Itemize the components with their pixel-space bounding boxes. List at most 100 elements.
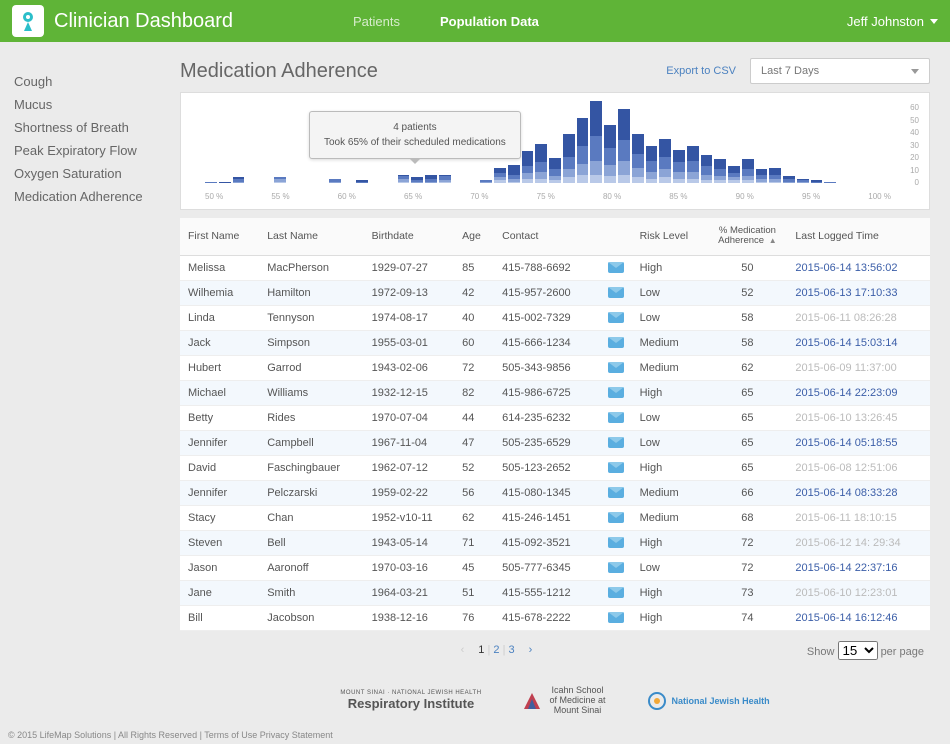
table-header[interactable]: Last Name: [259, 218, 363, 255]
chart-bars: [205, 101, 891, 183]
chart-bar[interactable]: [701, 155, 713, 183]
table-row[interactable]: MichaelWilliams1932-12-1582415-986-6725H…: [180, 380, 930, 405]
mail-icon[interactable]: [608, 437, 624, 448]
table-header[interactable]: Risk Level: [632, 218, 708, 255]
chart-bar[interactable]: [563, 134, 575, 183]
table-row[interactable]: DavidFaschingbauer1962-07-1252505-123-26…: [180, 455, 930, 480]
page-title: Medication Adherence: [180, 60, 666, 83]
table-row[interactable]: MelissaMacPherson1929-07-2785415-788-669…: [180, 255, 930, 280]
privacy-link[interactable]: Privacy Statement: [260, 730, 333, 740]
chart-bar[interactable]: [549, 158, 561, 183]
chart-bar[interactable]: [411, 177, 423, 183]
mail-icon[interactable]: [608, 387, 624, 398]
chart-bar[interactable]: [824, 182, 836, 183]
chart-bar[interactable]: [398, 175, 410, 183]
mail-icon[interactable]: [608, 412, 624, 423]
sidebar-item[interactable]: Shortness of Breath: [14, 116, 166, 139]
mail-icon[interactable]: [608, 612, 624, 623]
chart-bar[interactable]: [329, 179, 341, 183]
chart-bar[interactable]: [205, 182, 217, 183]
mail-icon[interactable]: [608, 537, 624, 548]
pager: ‹ 1 | 2 | 3 ›: [186, 644, 807, 656]
mail-icon[interactable]: [608, 512, 624, 523]
table-row[interactable]: BillJacobson1938-12-1676415-678-2222High…: [180, 605, 930, 630]
sidebar-item[interactable]: Cough: [14, 70, 166, 93]
chart-bar[interactable]: [494, 168, 506, 183]
table-header[interactable]: [594, 218, 632, 255]
chart-bar[interactable]: [219, 182, 231, 183]
nav-population-data[interactable]: Population Data: [440, 14, 539, 29]
table-header[interactable]: Contact: [494, 218, 593, 255]
chart-bar[interactable]: [480, 180, 492, 183]
chart-bar[interactable]: [687, 146, 699, 183]
pager-prev[interactable]: ‹: [461, 644, 465, 656]
chart-bar[interactable]: [756, 169, 768, 183]
table-header[interactable]: Last Logged Time: [787, 218, 930, 255]
mail-icon[interactable]: [608, 562, 624, 573]
mail-icon[interactable]: [608, 287, 624, 298]
chart-tooltip: 4 patients Took 65% of their scheduled m…: [309, 111, 521, 159]
mail-icon[interactable]: [608, 487, 624, 498]
pager-next[interactable]: ›: [529, 644, 533, 656]
export-csv-link[interactable]: Export to CSV: [666, 65, 736, 77]
chart-bar[interactable]: [769, 168, 781, 183]
table-row[interactable]: JaneSmith1964-03-2151415-555-1212High732…: [180, 580, 930, 605]
chart-card: 6050403020100 50 %55 %60 %65 %70 %75 %80…: [180, 92, 930, 210]
table-row[interactable]: JasonAaronoff1970-03-1645505-777-6345Low…: [180, 555, 930, 580]
chart-bar[interactable]: [590, 101, 602, 183]
chart-bar[interactable]: [577, 118, 589, 183]
period-select[interactable]: Last 7 Days: [750, 58, 930, 84]
chart-y-axis: 6050403020100: [910, 103, 919, 187]
table-row[interactable]: LindaTennyson1974-08-1740415-002-7329Low…: [180, 305, 930, 330]
chart-bar[interactable]: [439, 175, 451, 183]
table-header[interactable]: % Medication Adherence ▲: [707, 218, 787, 255]
chart-bar[interactable]: [604, 125, 616, 183]
chart-bar[interactable]: [508, 165, 520, 183]
sidebar-item[interactable]: Peak Expiratory Flow: [14, 139, 166, 162]
chart-bar[interactable]: [742, 159, 754, 183]
table-row[interactable]: JenniferCampbell1967-11-0447505-235-6529…: [180, 430, 930, 455]
mail-icon[interactable]: [608, 262, 624, 273]
chart-bar[interactable]: [535, 144, 547, 183]
mail-icon[interactable]: [608, 462, 624, 473]
chart-bar[interactable]: [425, 175, 437, 183]
table-header[interactable]: Birthdate: [364, 218, 455, 255]
chart-bar[interactable]: [274, 177, 286, 183]
chart-bar[interactable]: [728, 166, 740, 183]
chart-bar[interactable]: [783, 176, 795, 183]
chart-bar[interactable]: [632, 134, 644, 183]
chart-bar[interactable]: [356, 180, 368, 183]
chart-bar[interactable]: [797, 179, 809, 183]
terms-link[interactable]: Terms of Use: [204, 730, 257, 740]
table-row[interactable]: StevenBell1943-05-1471415-092-3521High72…: [180, 530, 930, 555]
mail-icon[interactable]: [608, 337, 624, 348]
chart-bar[interactable]: [811, 180, 823, 183]
sidebar-item[interactable]: Oxygen Saturation: [14, 162, 166, 185]
chart-bar[interactable]: [673, 150, 685, 183]
mail-icon[interactable]: [608, 312, 624, 323]
chart-bar[interactable]: [618, 109, 630, 183]
table-row[interactable]: HubertGarrod1943-02-0672505-343-9856Medi…: [180, 355, 930, 380]
user-menu[interactable]: Jeff Johnston: [847, 14, 938, 29]
table-row[interactable]: JackSimpson1955-03-0160415-666-1234Mediu…: [180, 330, 930, 355]
table-row[interactable]: BettyRides1970-07-0444614-235-6232Low652…: [180, 405, 930, 430]
table-header[interactable]: Age: [454, 218, 494, 255]
page-size-select[interactable]: 15: [838, 641, 878, 660]
chart-bar[interactable]: [233, 177, 245, 183]
sidebar-item[interactable]: Mucus: [14, 93, 166, 116]
chart-bar[interactable]: [659, 139, 671, 183]
table-row[interactable]: WilhemiaHamilton1972-09-1342415-957-2600…: [180, 280, 930, 305]
mail-icon[interactable]: [608, 362, 624, 373]
chart-bar[interactable]: [714, 159, 726, 183]
chart-bar[interactable]: [522, 151, 534, 183]
mail-icon[interactable]: [608, 587, 624, 598]
table-header[interactable]: First Name: [180, 218, 259, 255]
nav-patients[interactable]: Patients: [353, 14, 400, 29]
table-row[interactable]: StacyChan1952-v10-1162415-246-1451Medium…: [180, 505, 930, 530]
sidebar-item[interactable]: Medication Adherence: [14, 185, 166, 208]
pager-page[interactable]: 3: [509, 644, 515, 656]
app-title: Clinician Dashboard: [54, 10, 233, 33]
chart-bar[interactable]: [646, 146, 658, 183]
app-logo: [12, 5, 44, 37]
table-row[interactable]: JenniferPelczarski1959-02-2256415-080-13…: [180, 480, 930, 505]
